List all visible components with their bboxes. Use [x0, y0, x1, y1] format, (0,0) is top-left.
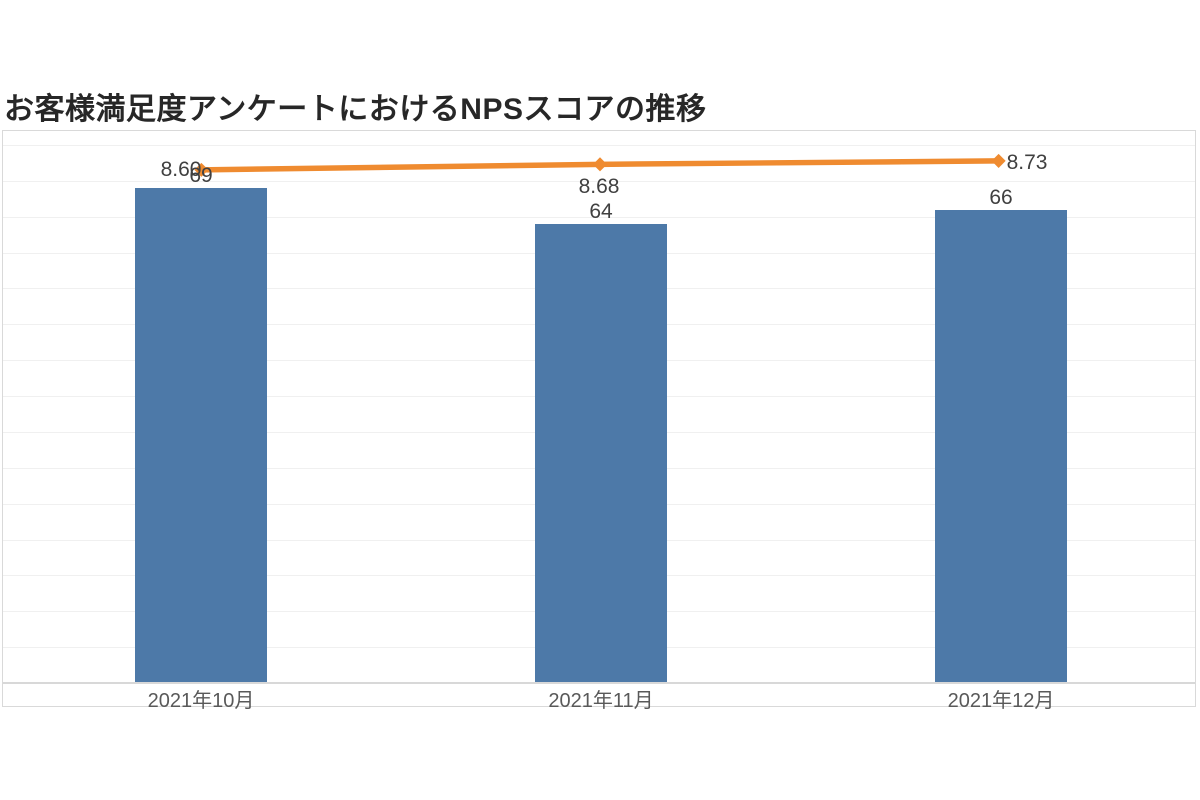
x-axis-label: 2021年11月 [548, 690, 654, 712]
line-marker[interactable] [592, 157, 608, 172]
x-axis-line [3, 682, 1195, 684]
x-axis-label: 2021年12月 [947, 690, 1055, 712]
chart-title: お客様満足度アンケートにおけるNPSスコアの推移 [4, 93, 707, 126]
bar-value-label: 66 [989, 185, 1013, 209]
gridline [3, 180, 1195, 182]
series-line[interactable] [198, 158, 1002, 173]
bar[interactable] [135, 187, 267, 683]
gridline [3, 216, 1195, 218]
line-value-label: 8.68 [578, 175, 620, 199]
bar-value-label: 69 [189, 163, 213, 187]
x-axis-label: 2021年10月 [147, 690, 255, 712]
line-value-label: 8.60 [160, 158, 202, 181]
gridline [3, 144, 1195, 146]
bar[interactable] [535, 223, 667, 683]
chart-frame: 69 2021年10月 64 2021年11月 66 2021年12月 8.60 8.68 8.… [2, 130, 1196, 712]
bar[interactable] [935, 209, 1067, 683]
line-value-label: 8.73 [1006, 151, 1048, 174]
bar-value-label: 64 [589, 199, 613, 223]
